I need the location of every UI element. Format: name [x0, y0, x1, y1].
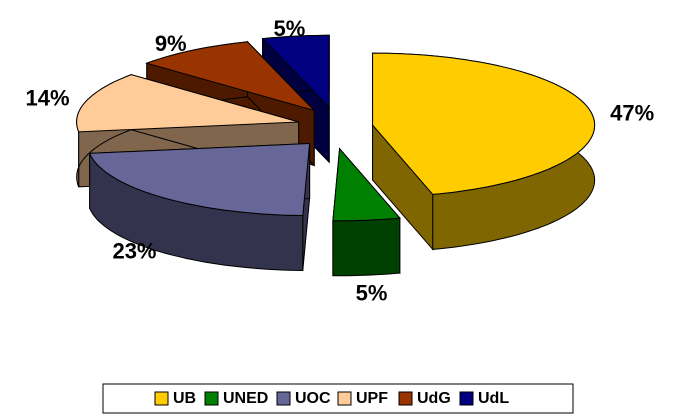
slice-top — [145, 41, 316, 112]
legend-swatch — [276, 391, 291, 406]
slice-top — [332, 147, 401, 222]
slice-top — [76, 74, 299, 133]
slice-top — [261, 34, 330, 109]
legend-swatch — [204, 391, 219, 406]
legend-label: UdL — [478, 390, 509, 407]
legend-swatch — [337, 391, 352, 406]
legend-label: UdG — [417, 390, 451, 407]
data-label: 5% — [274, 16, 306, 41]
data-label: 14% — [25, 86, 69, 111]
data-label: 5% — [356, 280, 388, 305]
legend-swatch — [154, 391, 169, 406]
slice-top — [88, 142, 311, 217]
slice-top — [372, 52, 596, 195]
data-label: 9% — [155, 31, 187, 56]
data-label: 47% — [610, 100, 654, 125]
legend-label: UOC — [295, 390, 331, 407]
legend-swatch — [398, 391, 413, 406]
slice — [372, 52, 596, 251]
slice-wall — [332, 217, 401, 277]
slice — [88, 142, 311, 272]
data-label: 23% — [112, 239, 156, 264]
legend-label: UPF — [356, 390, 388, 407]
slice — [332, 147, 401, 277]
legend-label: UNED — [223, 390, 268, 407]
legend-swatch — [459, 391, 474, 406]
legend-label: UB — [173, 390, 196, 407]
